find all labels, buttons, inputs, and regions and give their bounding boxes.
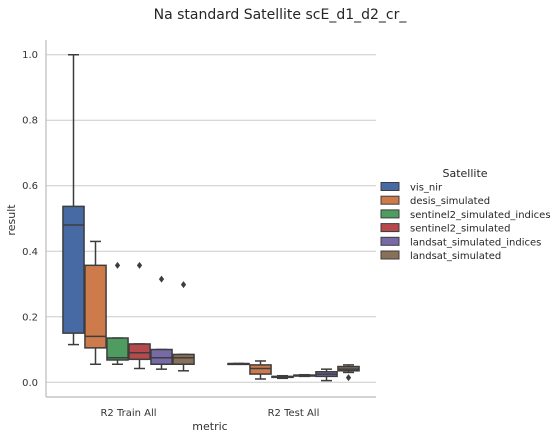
y-tick-label: 0.4 bbox=[22, 247, 38, 258]
box bbox=[315, 368, 338, 382]
legend: Satellite vis_nir desis_simulated sentinel2… bbox=[380, 167, 551, 262]
box-body bbox=[249, 364, 272, 375]
box bbox=[62, 53, 85, 346]
box-body bbox=[106, 337, 129, 361]
box-body bbox=[62, 205, 85, 334]
box bbox=[337, 364, 360, 382]
legend-swatch bbox=[380, 195, 400, 205]
axes: 0.0 0.2 0.4 0.6 0.8 1.0 R2 Train All R2 Test Al… bbox=[22, 40, 376, 419]
box bbox=[106, 261, 129, 365]
legend-label: desis_simulated bbox=[410, 196, 490, 207]
legend-swatch bbox=[380, 209, 400, 219]
x-tick-label: R2 Test All bbox=[268, 408, 320, 419]
box-outlier bbox=[158, 275, 165, 283]
legend-label: sentinel2_simulated_indices bbox=[410, 210, 551, 221]
chart-title: Na standard Satellite scE_d1_d2_cr_ bbox=[154, 7, 408, 23]
box-outlier bbox=[180, 281, 187, 289]
box-outlier bbox=[114, 261, 121, 269]
legend-swatch bbox=[380, 223, 400, 233]
plot-area bbox=[62, 53, 360, 382]
box bbox=[293, 373, 316, 378]
box-outlier bbox=[345, 374, 352, 382]
y-tick-label: 0.8 bbox=[22, 116, 38, 127]
box-outlier bbox=[136, 261, 143, 269]
box-body bbox=[84, 264, 107, 349]
y-tick-label: 0.0 bbox=[22, 378, 38, 389]
box bbox=[271, 374, 294, 380]
box-body bbox=[172, 353, 195, 365]
legend-label: sentinel2_simulated bbox=[410, 224, 510, 235]
legend-swatch bbox=[380, 236, 400, 246]
box-body bbox=[128, 343, 151, 361]
box bbox=[128, 261, 151, 370]
legend-swatch bbox=[380, 182, 400, 191]
box bbox=[150, 275, 173, 370]
box bbox=[227, 362, 250, 366]
box-body bbox=[150, 348, 173, 365]
legend-label: vis_nir bbox=[410, 183, 443, 194]
legend-swatch bbox=[380, 250, 400, 260]
legend-label: landsat_simulated bbox=[410, 251, 501, 262]
y-axis-label: result bbox=[5, 204, 18, 236]
legend-title: Satellite bbox=[442, 167, 487, 180]
legend-label: landsat_simulated_indices bbox=[410, 237, 541, 248]
y-tick-label: 0.6 bbox=[22, 181, 38, 192]
box bbox=[249, 360, 272, 380]
box bbox=[84, 240, 107, 365]
y-tick-label: 1.0 bbox=[22, 50, 38, 61]
y-tick-label: 0.2 bbox=[22, 312, 38, 323]
x-axis-label: metric bbox=[192, 420, 227, 433]
x-tick-label: R2 Train All bbox=[100, 408, 156, 419]
box bbox=[172, 281, 195, 372]
